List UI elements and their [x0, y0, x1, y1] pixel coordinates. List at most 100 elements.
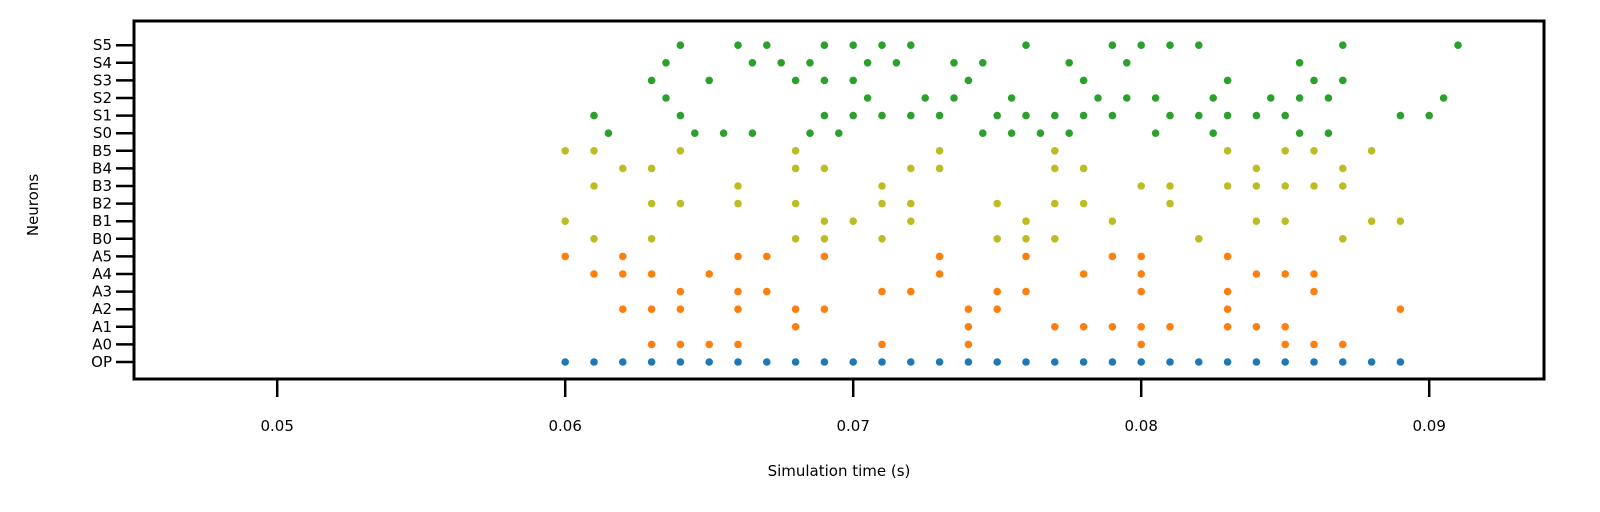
spike-point — [647, 305, 656, 314]
spike-point — [820, 76, 829, 85]
y-tick-label: A5 — [92, 247, 112, 265]
spike-point — [763, 358, 771, 366]
spike-point — [979, 129, 987, 137]
spike-point — [863, 94, 872, 102]
spike-point — [820, 305, 829, 314]
spike-point — [1295, 59, 1304, 67]
spike-point — [878, 340, 886, 349]
spike-point — [1223, 147, 1232, 155]
spike-point — [878, 235, 886, 243]
spike-point — [1022, 358, 1030, 366]
x-axis-ticks: 0.05 0.06 0.07 0.08 0.09 — [260, 379, 1446, 435]
spike-point — [1137, 182, 1145, 190]
spike-point — [1324, 129, 1333, 137]
spike-point — [734, 182, 742, 190]
spike-point — [820, 41, 829, 49]
spike-point — [748, 59, 757, 67]
y-tick-label: OP — [91, 353, 112, 371]
spike-point — [1396, 111, 1405, 120]
spike-point — [1166, 111, 1174, 120]
spike-point — [1281, 323, 1289, 331]
spike-point — [1051, 199, 1059, 208]
spike-point — [676, 111, 685, 120]
spike-point — [849, 76, 857, 85]
spike-point — [1051, 164, 1059, 173]
spike-point — [791, 235, 800, 243]
y-tick-label: A2 — [92, 300, 112, 318]
spike-point — [1267, 94, 1275, 102]
spike-points — [561, 41, 1462, 366]
spike-point — [1137, 358, 1145, 366]
spike-point — [1223, 252, 1232, 261]
y-tick-label: S0 — [93, 124, 112, 142]
spike-point — [1195, 235, 1203, 243]
spike-point — [1137, 287, 1145, 296]
y-tick-label: A4 — [92, 265, 112, 283]
spike-point — [1108, 111, 1117, 120]
spike-point — [705, 270, 713, 278]
spike-point — [1252, 111, 1261, 120]
spike-point — [763, 287, 771, 296]
y-tick-label: S3 — [93, 71, 112, 89]
spike-point — [1108, 252, 1117, 261]
spike-point — [791, 323, 800, 331]
spike-point — [676, 340, 685, 349]
spike-point — [561, 217, 569, 225]
spike-point — [1252, 270, 1261, 278]
spike-point — [590, 270, 598, 278]
spike-point — [820, 217, 829, 225]
spike-point — [1051, 235, 1059, 243]
spike-point — [1166, 199, 1174, 208]
spike-point — [907, 164, 915, 173]
spike-point — [734, 41, 742, 49]
spike-point — [1137, 270, 1145, 278]
spike-point — [590, 182, 598, 190]
spike-point — [1396, 358, 1405, 366]
spike-point — [1223, 76, 1232, 85]
spike-point — [921, 94, 929, 102]
spike-point — [863, 59, 872, 67]
spike-point — [676, 305, 685, 314]
spike-point — [907, 199, 915, 208]
spike-point — [892, 59, 901, 67]
y-tick-label: B1 — [92, 212, 112, 230]
spike-point — [935, 252, 944, 261]
spike-point — [964, 305, 973, 314]
x-tick-label: 0.06 — [548, 417, 581, 435]
spike-point — [1295, 94, 1304, 102]
spike-point — [1281, 270, 1289, 278]
spike-point — [1339, 358, 1347, 366]
spike-point — [1137, 252, 1145, 261]
spike-point — [590, 235, 598, 243]
spike-point — [1209, 129, 1217, 137]
spike-point — [734, 252, 742, 261]
spike-point — [907, 41, 915, 49]
spike-point — [1310, 182, 1318, 190]
spike-point — [1223, 287, 1232, 296]
spike-point — [763, 252, 771, 261]
spike-point — [1022, 41, 1030, 49]
spike-point — [676, 41, 685, 49]
spike-point — [1339, 340, 1347, 349]
spike-point — [561, 252, 569, 261]
spike-point — [878, 111, 886, 120]
spike-point — [1324, 94, 1333, 102]
spike-point — [1252, 323, 1261, 331]
spike-point — [878, 41, 886, 49]
spike-point — [1209, 94, 1217, 102]
spike-point — [1094, 94, 1102, 102]
spike-point — [1108, 41, 1117, 49]
spike-point — [1425, 111, 1433, 120]
spike-point — [993, 287, 1001, 296]
spike-point — [1065, 59, 1073, 67]
y-tick-label: B4 — [92, 159, 112, 177]
spike-point — [619, 305, 627, 314]
spike-point — [1137, 323, 1145, 331]
spike-point — [935, 270, 944, 278]
spike-point — [763, 41, 771, 49]
spike-point — [1281, 111, 1289, 120]
spike-point — [561, 358, 569, 366]
spike-point — [1310, 358, 1318, 366]
spike-point — [1079, 111, 1088, 120]
spike-point — [1223, 111, 1232, 120]
